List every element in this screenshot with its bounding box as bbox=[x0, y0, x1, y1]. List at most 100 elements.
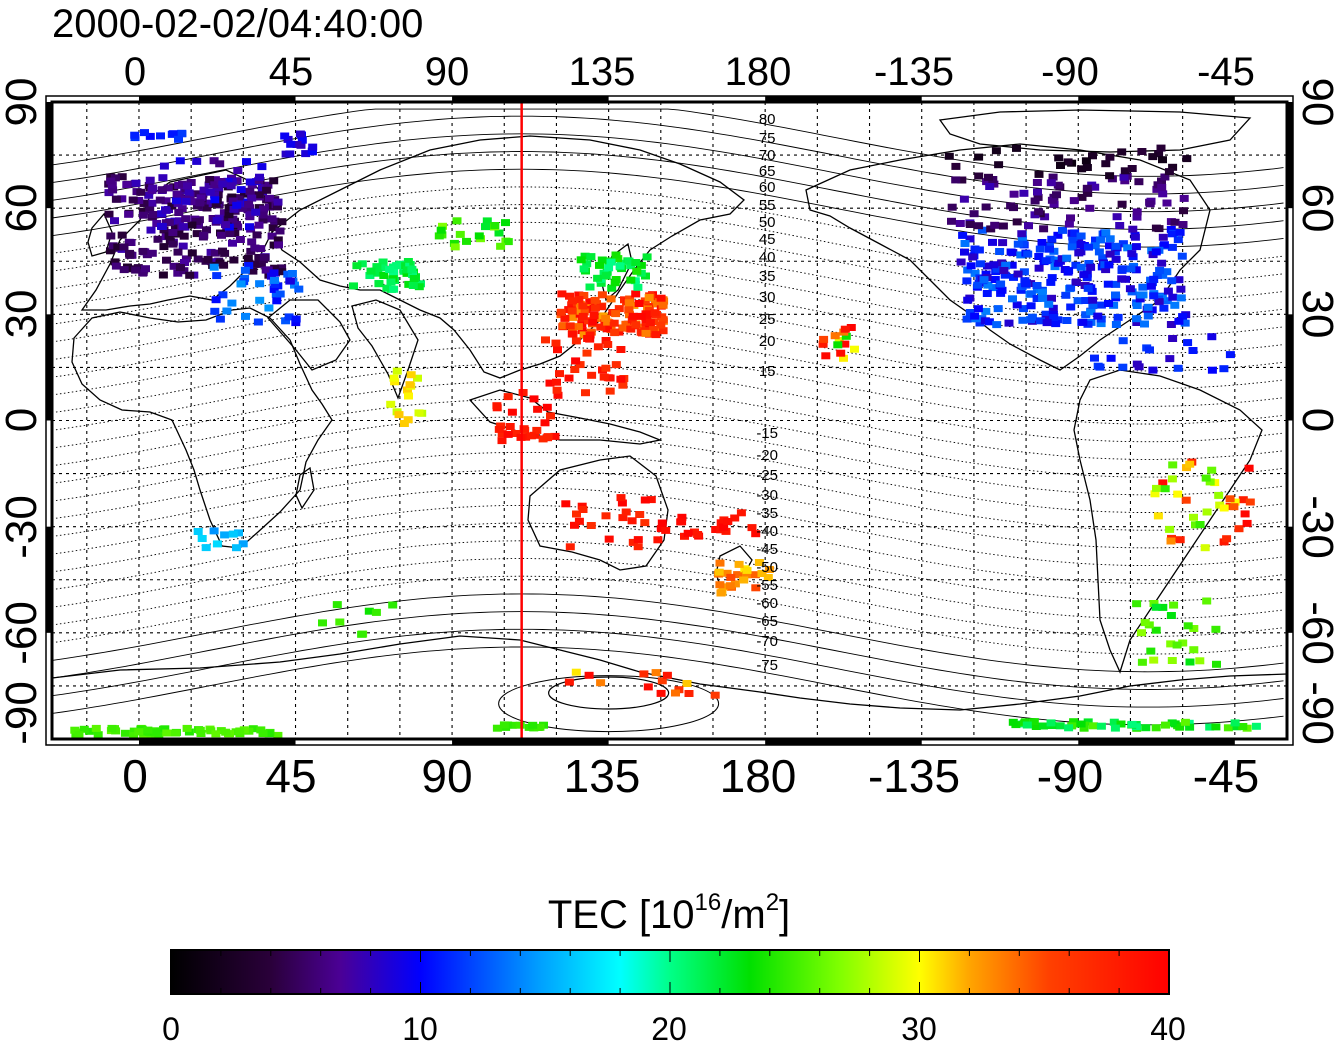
tec-cell bbox=[277, 268, 287, 276]
tec-cell bbox=[223, 177, 233, 185]
tec-cell bbox=[257, 163, 267, 171]
tec-cell bbox=[683, 529, 693, 537]
magnetic-contour-line bbox=[52, 398, 1284, 478]
tec-cell bbox=[1047, 294, 1056, 302]
tec-cell bbox=[1244, 464, 1254, 472]
tec-cell bbox=[974, 222, 984, 230]
tec-cell bbox=[399, 420, 409, 427]
magnetic-contour-line bbox=[52, 133, 1284, 213]
tec-cell bbox=[975, 260, 985, 268]
tec-cell bbox=[532, 426, 542, 434]
tec-cell bbox=[1211, 625, 1221, 633]
tec-cell bbox=[1137, 148, 1147, 155]
tec-cell bbox=[1175, 228, 1185, 236]
tec-cell bbox=[1047, 196, 1057, 204]
tec-cell bbox=[1046, 719, 1056, 727]
tec-cell bbox=[188, 198, 198, 206]
tec-cell bbox=[226, 182, 236, 190]
tec-cell bbox=[1167, 475, 1177, 483]
tec-cell bbox=[651, 331, 661, 339]
tec-cell bbox=[1132, 319, 1142, 326]
tec-cell bbox=[965, 309, 975, 316]
tec-cell bbox=[173, 248, 183, 256]
tec-cell bbox=[640, 496, 650, 504]
tec-cell bbox=[168, 130, 178, 138]
tec-cell bbox=[267, 232, 277, 240]
tec-cell bbox=[245, 178, 255, 186]
tec-cell bbox=[614, 305, 624, 313]
tec-cell bbox=[629, 301, 639, 309]
tec-cell bbox=[975, 319, 985, 327]
tec-cell bbox=[206, 727, 216, 735]
colorbar-title-suffix: ] bbox=[779, 893, 790, 937]
tec-cell bbox=[1181, 496, 1191, 504]
tec-cell bbox=[267, 215, 277, 223]
tec-cell bbox=[567, 301, 577, 309]
contour-label: 60 bbox=[759, 179, 776, 196]
magnetic-contour-line bbox=[52, 274, 1284, 354]
tec-cell bbox=[650, 309, 660, 317]
tec-cell bbox=[1158, 233, 1168, 241]
tec-cell bbox=[159, 243, 169, 251]
tec-cell bbox=[1151, 724, 1161, 732]
tec-cell bbox=[1223, 724, 1233, 732]
tec-cell bbox=[1007, 261, 1017, 269]
tec-cell bbox=[974, 153, 984, 161]
tec-cell bbox=[1037, 239, 1047, 246]
left-lat-tick: -90 bbox=[0, 681, 46, 745]
tec-cell bbox=[985, 183, 995, 190]
tec-cell bbox=[215, 315, 225, 323]
tec-cell bbox=[568, 313, 578, 321]
tec-cell bbox=[631, 290, 641, 298]
tec-cell bbox=[1120, 167, 1130, 175]
tec-cell bbox=[268, 224, 278, 232]
tec-cell bbox=[1166, 225, 1176, 233]
tec-cell bbox=[462, 237, 471, 245]
tec-cell bbox=[962, 277, 972, 285]
tec-cell bbox=[408, 282, 418, 289]
contour-label: -75 bbox=[756, 657, 778, 674]
tec-cell bbox=[1024, 222, 1033, 230]
tec-cell bbox=[120, 729, 130, 737]
tec-cell bbox=[596, 323, 606, 331]
tec-cell bbox=[1117, 275, 1127, 283]
colorbar-minor-ticks bbox=[170, 950, 1170, 994]
tec-cell bbox=[998, 239, 1008, 247]
tec-cell bbox=[1152, 185, 1162, 193]
tec-cell bbox=[579, 292, 589, 299]
left-lat-tick: -60 bbox=[0, 601, 46, 665]
tec-cell bbox=[1149, 275, 1159, 283]
tec-cell bbox=[173, 230, 183, 238]
contour-label: 80 bbox=[759, 111, 776, 128]
contour-label: 25 bbox=[759, 311, 776, 328]
tec-cell bbox=[159, 162, 169, 170]
tec-cell bbox=[280, 132, 290, 140]
tec-cell bbox=[1212, 660, 1221, 668]
tec-cell bbox=[962, 315, 972, 323]
tec-cell bbox=[990, 276, 1000, 283]
tec-cell bbox=[1104, 261, 1114, 269]
tec-cell bbox=[977, 226, 987, 234]
tec-cell bbox=[1082, 164, 1092, 171]
tec-cell bbox=[201, 544, 211, 552]
tec-cell bbox=[1148, 153, 1158, 161]
tec-cell bbox=[626, 276, 636, 284]
tec-cell bbox=[624, 257, 634, 265]
tec-cell bbox=[1170, 301, 1180, 309]
tec-cell bbox=[138, 247, 148, 255]
magnetic-contour-line bbox=[52, 434, 1284, 513]
tec-cell bbox=[1167, 657, 1177, 664]
top-lon-tick: -45 bbox=[1197, 50, 1255, 94]
tec-cell bbox=[413, 374, 422, 382]
tec-cell bbox=[153, 235, 163, 243]
tec-cell bbox=[1159, 241, 1169, 249]
tec-cell bbox=[245, 209, 255, 217]
tec-cell bbox=[145, 176, 155, 184]
tec-cell bbox=[227, 299, 237, 307]
colorbar-tick: 40 bbox=[1150, 1011, 1186, 1042]
tec-cell bbox=[1162, 268, 1172, 276]
tec-cell bbox=[969, 210, 979, 218]
tec-cell bbox=[414, 409, 424, 417]
tec-cell bbox=[611, 251, 621, 259]
tec-cell bbox=[455, 230, 465, 238]
